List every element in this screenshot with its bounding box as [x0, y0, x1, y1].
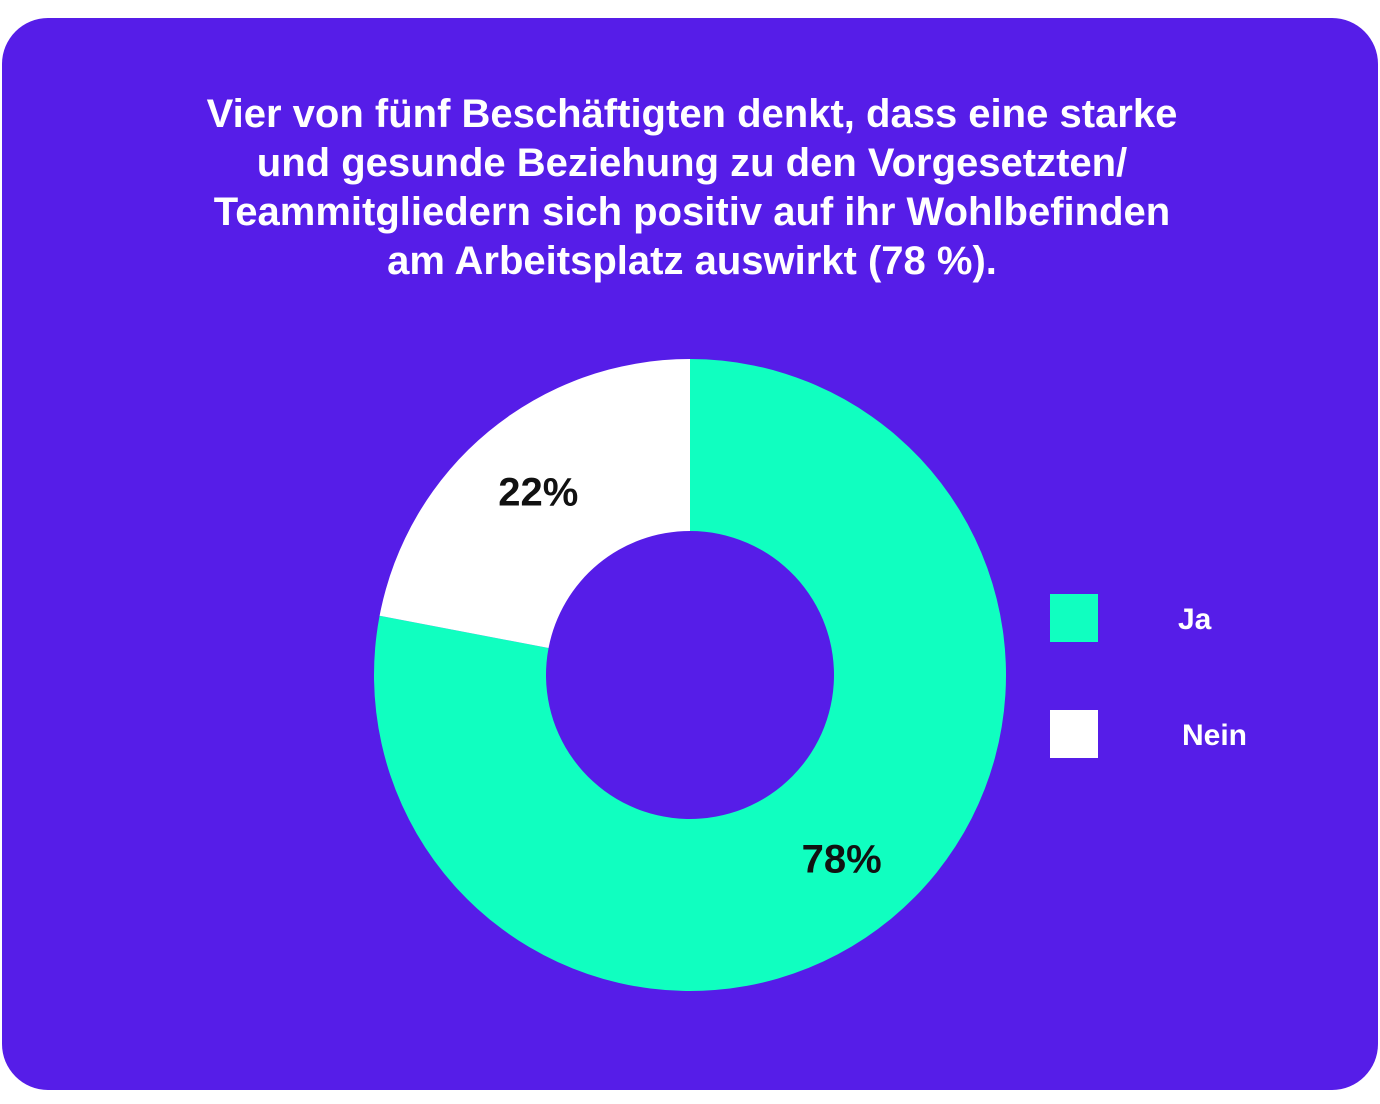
chart-title: Vier von fünf Beschäftigten denkt, dass … — [206, 92, 1178, 283]
slice-labels: 78% 22% — [498, 471, 881, 882]
donut-slices — [373, 359, 1006, 991]
slice-label-nein: 22% — [498, 471, 578, 515]
slice-nein — [379, 359, 690, 649]
donut-chart: 78% 22% Ja Nein — [373, 359, 1247, 991]
slice-ja — [373, 359, 1006, 991]
slice-label-ja: 78% — [802, 837, 882, 881]
legend-swatch-ja — [1050, 594, 1098, 642]
legend-swatch-nein — [1050, 710, 1098, 758]
chart-card: Vier von fünf Beschäftigten denkt, dass … — [2, 18, 1378, 1090]
legend-label-nein: Nein — [1182, 719, 1247, 752]
legend-label-ja: Ja — [1178, 603, 1212, 636]
legend: Ja Nein — [1050, 594, 1247, 758]
